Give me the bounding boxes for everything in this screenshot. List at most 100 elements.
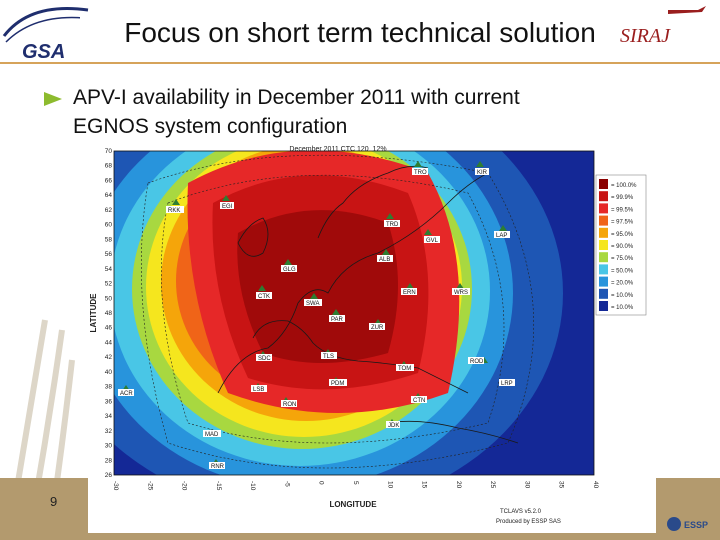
legend-label: = 99.5% [611, 207, 634, 213]
map-footer-producer: Produced by ESSP SAS [496, 519, 561, 525]
y-tick-label: 48 [105, 310, 113, 317]
svg-text:SWA: SWA [306, 301, 319, 307]
y-tick-label: 70 [105, 148, 113, 155]
svg-text:KIR: KIR [477, 170, 488, 176]
svg-text:ACR: ACR [120, 391, 133, 397]
station-swa: SWA [304, 293, 322, 307]
legend-label: = 95.0% [611, 232, 634, 238]
y-tick-label: 28 [105, 457, 113, 464]
y-tick-label: 34 [105, 413, 113, 420]
legend-label: = 100.0% [611, 183, 637, 189]
legend-label: = 90.0% [611, 244, 634, 250]
y-tick-label: 44 [105, 339, 113, 346]
legend-swatch [599, 203, 608, 214]
svg-text:LAP: LAP [496, 233, 507, 239]
svg-text:SDC: SDC [258, 356, 271, 362]
legend-swatch [599, 288, 608, 299]
y-tick-label: 30 [105, 443, 113, 450]
y-tick-label: 42 [105, 354, 113, 361]
legend-swatch [599, 264, 608, 275]
svg-text:PAR: PAR [331, 317, 344, 323]
legend-label: = 50.0% [611, 268, 634, 274]
station-ron: RON [281, 397, 297, 408]
slide-title: Focus on short term technical solution [80, 14, 640, 52]
station-rod: ROD [468, 357, 488, 365]
bullet-line-2: EGNOS system configuration [73, 115, 348, 138]
x-tick-label: -10 [249, 481, 256, 491]
legend-label: = 10.0% [611, 305, 634, 311]
svg-text:GLG: GLG [283, 267, 296, 273]
y-tick-label: 26 [105, 472, 113, 479]
station-par: PAR [329, 309, 345, 323]
station-gvl: GVL [424, 229, 440, 244]
availability-map-svg: December 2011 CTC 120_12% TRO [89, 146, 647, 525]
svg-text:GVL: GVL [426, 238, 439, 244]
svg-text:LRP: LRP [501, 381, 513, 387]
legend-swatch [599, 215, 608, 226]
station-rnr: RNR [209, 459, 225, 470]
x-tick-label: 25 [489, 481, 496, 489]
legend-label: = 97.5% [611, 220, 634, 226]
y-tick-label: 50 [105, 295, 113, 302]
legend-label: = 99.9% [611, 195, 634, 201]
y-tick-label: 38 [105, 384, 113, 391]
y-tick-label: 54 [105, 266, 113, 273]
station-glg: GLG [281, 259, 297, 273]
station-pdm: PDM [329, 377, 347, 387]
svg-text:ROD: ROD [470, 359, 484, 365]
x-axis-ticks: -30 -25 -20 -15 -10 -5 0 5 10 15 20 25 30 35 40 [112, 481, 599, 491]
y-tick-label: 62 [105, 207, 113, 214]
station-acr: ACR [118, 385, 134, 397]
map-title: December 2011 CTC 120_12% [289, 146, 386, 153]
x-tick-label: -20 [181, 481, 188, 491]
station-alb: ALB [377, 249, 393, 263]
availability-contours [114, 151, 594, 475]
station-jdk: JDK [386, 419, 400, 429]
station-sdc: SDC [256, 351, 272, 362]
svg-text:LSB: LSB [253, 387, 264, 393]
y-axis-label: LATITUDE [89, 293, 98, 333]
station-lrp: LRP [499, 379, 515, 387]
svg-text:ERN: ERN [403, 290, 416, 296]
y-tick-label: 40 [105, 369, 113, 376]
y-tick-label: 36 [105, 398, 113, 405]
x-tick-label: 15 [421, 481, 428, 489]
station-ctn: CTN [411, 393, 427, 404]
x-tick-label: 5 [352, 481, 359, 485]
gsa-logo: GSA [2, 6, 89, 62]
x-tick-label: 10 [386, 481, 393, 489]
station-tls: TLS [321, 349, 337, 360]
station-ern: ERN [401, 283, 417, 296]
svg-text:TRO: TRO [414, 170, 427, 176]
svg-text:MAD: MAD [205, 432, 219, 438]
map-stations: TRO KIR EGI RKK TRD GVL LAP ALB GLG CTK … [118, 161, 515, 470]
station-lsb: LSB [251, 383, 267, 393]
svg-text:CTK: CTK [258, 294, 270, 300]
y-tick-label: 64 [105, 192, 113, 199]
x-tick-label: 20 [455, 481, 462, 489]
svg-text:ZUR: ZUR [371, 325, 384, 331]
legend-label: = 75.0% [611, 256, 634, 262]
bullet-text: APV-I availability in December 2011 with… [73, 83, 613, 141]
svg-text:JDK: JDK [388, 423, 399, 429]
x-tick-label: -5 [283, 481, 290, 487]
station-mad: MAD [203, 429, 221, 438]
legend-label: = 20.0% [611, 281, 634, 287]
availability-map: December 2011 CTC 120_12% TRO [88, 143, 656, 533]
station-trd: TRD [384, 213, 400, 228]
visibility-contours [141, 154, 534, 469]
legend-swatch [599, 191, 608, 202]
y-axis-ticks: 70 68 66 64 62 60 58 56 54 52 50 48 46 44 42 40 38 36 34 32… [105, 148, 113, 479]
legend-swatch [599, 301, 608, 311]
x-tick-label: 35 [558, 481, 565, 489]
gsa-logo-text: GSA [22, 41, 65, 62]
siraj-logo-text: SIRAJ [620, 25, 671, 47]
y-tick-label: 68 [105, 163, 113, 170]
legend-swatch [599, 252, 608, 263]
station-tom: TOM [396, 361, 414, 372]
x-tick-label: -30 [112, 481, 119, 491]
svg-text:PDM: PDM [331, 381, 344, 387]
station-kir: KIR [475, 161, 489, 176]
y-tick-label: 56 [105, 251, 113, 258]
x-tick-label: 40 [592, 481, 599, 489]
